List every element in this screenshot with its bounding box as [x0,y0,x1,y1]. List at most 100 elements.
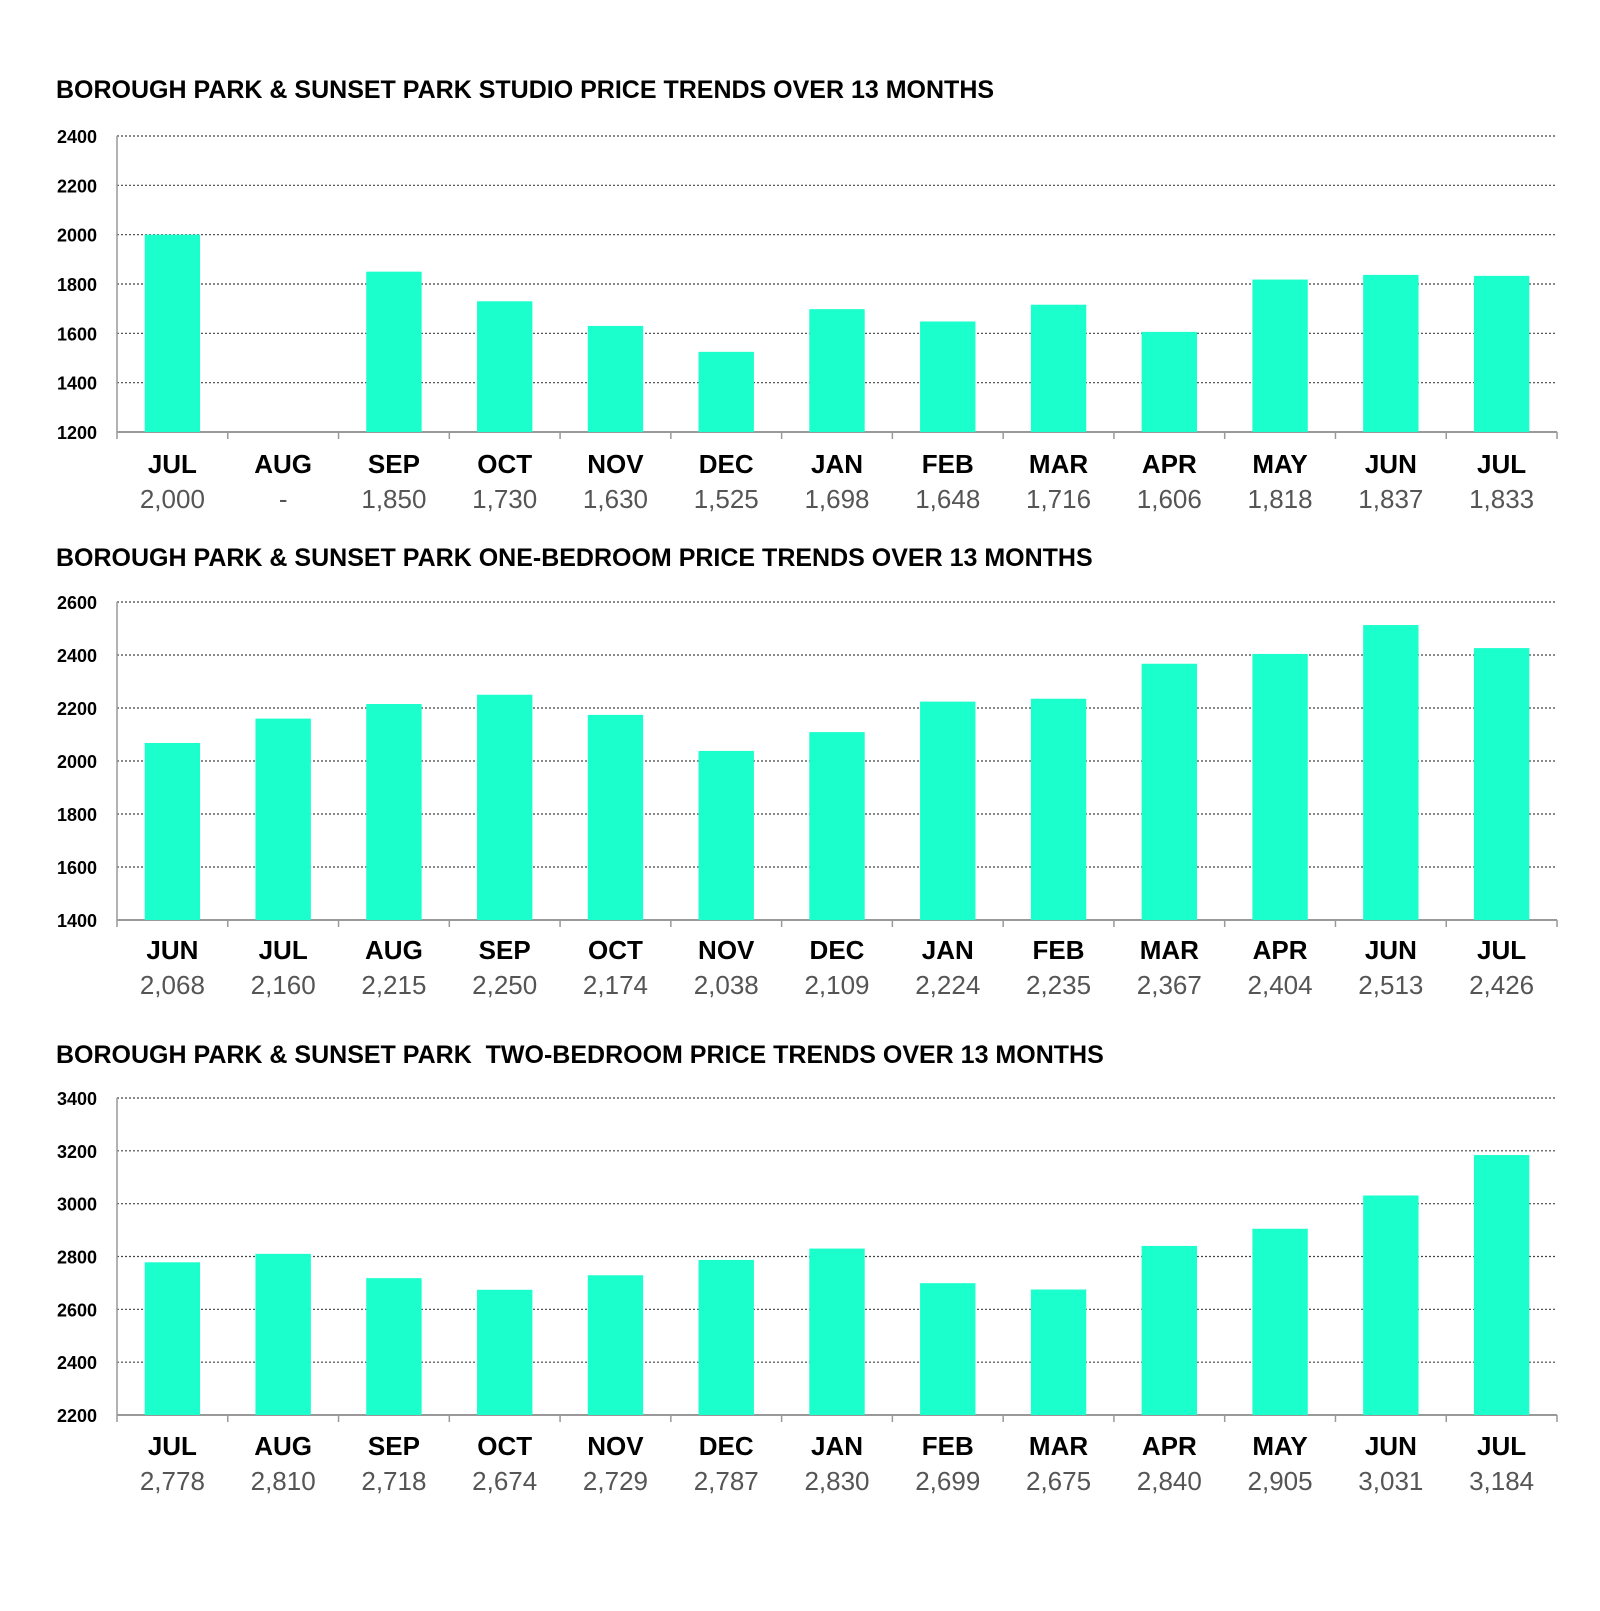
studio-value-label: 1,833 [1469,484,1534,514]
one-bedroom-bar [144,742,201,920]
two-bedroom-value-label: 2,699 [915,1466,980,1496]
one-bedroom-category-label: JUN [1365,935,1417,965]
one-bedroom-category-label: JAN [922,935,974,965]
one-bedroom-category-label: DEC [810,935,865,965]
two-bedroom-bar [1363,1195,1419,1415]
studio-bar [366,271,422,432]
two-bedroom-y-tick-label: 2600 [57,1300,97,1320]
one-bedroom-value-label: 2,367 [1137,970,1202,1000]
one-bedroom-value-label: 2,109 [804,970,869,1000]
two-bedroom-bar [366,1278,422,1415]
studio-category-label: OCT [477,449,532,479]
studio-value-label: 1,648 [915,484,980,514]
one-bedroom-value-label: 2,160 [251,970,316,1000]
one-bedroom-y-tick-label: 1600 [57,858,97,878]
two-bedroom-category-label: MAY [1252,1431,1307,1461]
studio-category-label: APR [1142,449,1197,479]
studio-category-label: AUG [254,449,312,479]
studio-bar [1141,331,1197,432]
studio-value-label: 1,716 [1026,484,1091,514]
one-bedroom-y-tick-label: 2000 [57,752,97,772]
two-bedroom-value-label: 2,729 [583,1466,648,1496]
two-bedroom-chart-title: BOROUGH PARK & SUNSET PARK TWO-BEDROOM P… [56,1041,1104,1069]
one-bedroom-value-label: 2,426 [1469,970,1534,1000]
studio-category-label: MAY [1252,449,1307,479]
studio-bar [587,325,644,432]
studio-category-label: JAN [811,449,863,479]
one-bedroom-value-label: 2,215 [361,970,426,1000]
studio-value-label: 1,837 [1358,484,1423,514]
two-bedroom-y-tick-label: 2400 [57,1353,97,1373]
one-bedroom-category-label: JUL [259,935,308,965]
two-bedroom-value-label: 2,718 [361,1466,426,1496]
two-bedroom-bar [698,1259,754,1415]
one-bedroom-bar [1363,625,1419,920]
one-bedroom-category-label: JUN [146,935,198,965]
studio-y-tick-label: 2400 [57,127,97,147]
studio-chart-svg: 1200 1400 1600 1800 2000 2200 2400 JUL 2,000 AUG -… [57,127,1558,514]
two-bedroom-value-label: 3,031 [1358,1466,1423,1496]
two-bedroom-y-tick-label: 3400 [57,1089,97,1109]
one-bedroom-value-label: 2,250 [472,970,537,1000]
two-bedroom-bar [1252,1228,1308,1415]
one-bedroom-category-label: FEB [1033,935,1085,965]
studio-bar [477,301,533,432]
two-bedroom-bar [809,1248,865,1415]
two-bedroom-bar [144,1262,201,1415]
two-bedroom-value-label: 2,810 [251,1466,316,1496]
studio-chart-title: BOROUGH PARK & SUNSET PARK STUDIO PRICE … [56,76,995,104]
studio-value-label: 1,850 [361,484,426,514]
studio-category-label: FEB [922,449,974,479]
studio-category-label: SEP [368,449,420,479]
two-bedroom-category-label: JUL [1477,1431,1526,1461]
studio-y-tick-label: 2000 [57,226,97,246]
studio-bar [1473,275,1530,432]
one-bedroom-value-label: 2,224 [915,970,980,1000]
one-bedroom-value-label: 2,404 [1248,970,1313,1000]
one-bedroom-bar [1141,663,1197,920]
one-bedroom-bar [587,714,644,920]
one-bedroom-bar [698,750,754,920]
studio-category-label: DEC [699,449,754,479]
two-bedroom-category-label: FEB [922,1431,974,1461]
two-bedroom-value-label: 2,778 [140,1466,205,1496]
two-bedroom-category-label: NOV [587,1431,644,1461]
one-bedroom-bar [1252,653,1308,920]
two-bedroom-y-tick-label: 2200 [57,1406,97,1426]
two-bedroom-value-label: 2,674 [472,1466,537,1496]
studio-bar [1363,274,1419,432]
two-bedroom-bar [255,1253,311,1415]
studio-y-tick-label: 1200 [57,423,97,443]
studio-chart: BOROUGH PARK & SUNSET PARK STUDIO PRICE … [0,76,1600,536]
one-bedroom-category-label: OCT [588,935,643,965]
studio-value-label: 2,000 [140,484,205,514]
two-bedroom-value-label: 2,840 [1137,1466,1202,1496]
one-bedroom-y-tick-label: 2200 [57,699,97,719]
two-bedroom-category-label: JAN [811,1431,863,1461]
studio-value-label: 1,818 [1248,484,1313,514]
two-bedroom-category-label: OCT [477,1431,532,1461]
one-bedroom-chart-title: BOROUGH PARK & SUNSET PARK ONE-BEDROOM P… [56,544,1093,572]
one-bedroom-value-label: 2,174 [583,970,648,1000]
two-bedroom-category-label: JUL [148,1431,197,1461]
studio-y-tick-label: 1400 [57,374,97,394]
one-bedroom-category-label: APR [1253,935,1308,965]
one-bedroom-y-tick-label: 2400 [57,646,97,666]
two-bedroom-category-label: DEC [699,1431,754,1461]
studio-bar [698,351,754,432]
studio-category-label: JUL [1477,449,1526,479]
one-bedroom-bar [366,704,422,920]
studio-bar [1252,279,1308,432]
two-bedroom-y-tick-label: 3200 [57,1142,97,1162]
two-bedroom-value-label: 2,675 [1026,1466,1091,1496]
two-bedroom-bar [1473,1155,1530,1415]
one-bedroom-category-label: NOV [698,935,755,965]
one-bedroom-category-label: AUG [365,935,423,965]
studio-category-label: MAR [1029,449,1088,479]
one-bedroom-y-tick-label: 1800 [57,805,97,825]
two-bedroom-value-label: 3,184 [1469,1466,1534,1496]
studio-bar [144,234,201,432]
studio-value-label: 1,698 [804,484,869,514]
studio-y-tick-label: 2200 [57,176,97,196]
two-bedroom-category-label: MAR [1029,1431,1088,1461]
